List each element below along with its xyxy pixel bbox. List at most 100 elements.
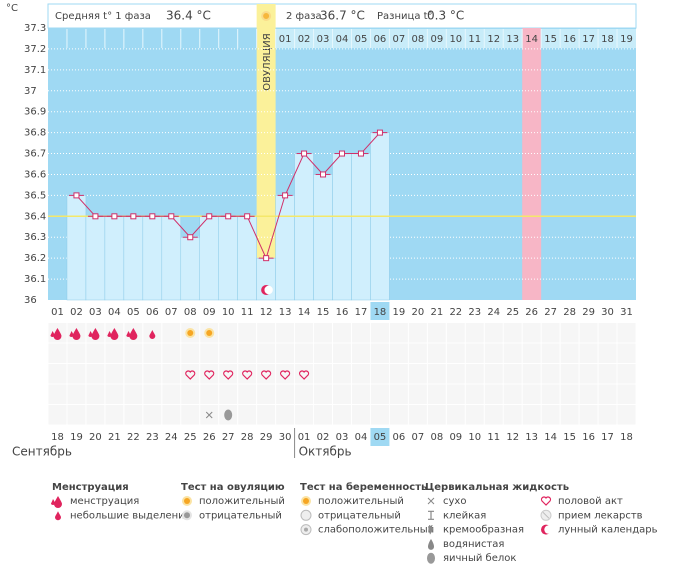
legend-item: небольшие выделения (70, 510, 191, 521)
day-label: 14 (298, 307, 311, 318)
heart-icon (280, 370, 291, 380)
temperature-point (263, 255, 270, 262)
symbol-cell (162, 343, 181, 363)
smalldrop-shape (55, 511, 61, 521)
symbol-cell (162, 364, 181, 384)
date-label: 28 (241, 432, 254, 443)
phase-day: 02 (298, 34, 311, 45)
cross-shape (205, 411, 213, 419)
weak-shape (304, 527, 308, 532)
legend-item: лунный календарь (558, 525, 658, 536)
symbol-cell (560, 364, 579, 384)
phase-day: 19 (620, 34, 633, 45)
date-label: 03 (336, 432, 349, 443)
symbol-cell (522, 343, 541, 363)
symbol-cell (257, 384, 276, 404)
symbol-cell (465, 405, 484, 425)
symbol-cell (162, 323, 181, 343)
drop-icon (50, 328, 62, 340)
heart-shape (223, 370, 234, 380)
sun-icon (301, 496, 311, 506)
phase-day: 18 (601, 34, 614, 45)
symbol-cell (257, 323, 276, 343)
day-label: 17 (355, 307, 368, 318)
symbol-cell (86, 364, 105, 384)
symbol-cell (446, 405, 465, 425)
symbol-cell (314, 405, 333, 425)
date-label: 06 (393, 432, 406, 443)
date-label: 14 (544, 432, 557, 443)
phase-day: 12 (487, 34, 500, 45)
symbol-cell (219, 343, 238, 363)
phase-day: 05 (355, 34, 368, 45)
y-tick-label: 36.7 (24, 149, 46, 160)
legend-item: половой акт (558, 496, 623, 507)
egg-icon (224, 409, 233, 421)
symbol-cell (295, 405, 314, 425)
symbol-cell (124, 405, 143, 425)
sun-shape (206, 330, 213, 336)
symbol-cell (295, 364, 314, 384)
symbol-cell (351, 343, 370, 363)
symbol-cell (276, 384, 295, 404)
symbol-cell (598, 405, 617, 425)
cream-icon (428, 525, 434, 535)
bar (85, 216, 106, 301)
egg-shape (427, 552, 435, 564)
day-label: 27 (544, 307, 557, 318)
legend-item: положительный (318, 496, 404, 507)
sun-icon (185, 328, 196, 338)
temperature-point (168, 213, 175, 220)
bar (123, 216, 144, 301)
y-tick-label: 36.1 (24, 274, 46, 285)
symbol-cell (257, 343, 276, 363)
day-label: 28 (563, 307, 576, 318)
temperature-point (187, 234, 194, 241)
cross-icon (205, 411, 213, 419)
bar (237, 216, 257, 301)
symbol-cell (48, 364, 67, 384)
symbol-cell (541, 323, 560, 343)
legend-title: Тест на овуляцию (181, 482, 285, 493)
y-tick-label: 37.1 (24, 65, 46, 76)
symbol-cell (124, 364, 143, 384)
symbol-cell (333, 364, 351, 384)
symbol-cell (333, 384, 351, 404)
day-label: 12 (260, 307, 273, 318)
symbol-cell (351, 364, 370, 384)
symbol-cell (598, 384, 617, 404)
sun-shape (184, 498, 190, 504)
date-label: 27 (222, 432, 235, 443)
symbol-cell (617, 405, 636, 425)
gray-shape (184, 512, 190, 519)
date-label: 07 (412, 432, 425, 443)
y-tick-label: 37.2 (24, 44, 46, 55)
smalldrop-icon (149, 330, 156, 339)
pill-icon (540, 509, 552, 521)
y-tick-label: 36.6 (24, 169, 46, 180)
day-label: 30 (601, 307, 614, 318)
symbol-cell (333, 323, 351, 343)
phase-day: 06 (374, 34, 387, 45)
symbol-cell (143, 405, 162, 425)
heart-icon (223, 370, 234, 380)
symbol-cell (238, 364, 257, 384)
symbol-cell (427, 323, 446, 343)
date-label: 29 (260, 432, 273, 443)
heart-shape (261, 370, 272, 380)
symbol-cell (579, 364, 598, 384)
date-label: 05 (374, 432, 387, 443)
drop-shape (110, 328, 119, 340)
legend-item: менструация (70, 496, 139, 507)
day-label: 16 (336, 307, 349, 318)
symbol-cell (276, 405, 295, 425)
temperature-point (339, 150, 345, 157)
cross-shape (427, 497, 435, 505)
drop-shape (88, 331, 93, 337)
header-box (47, 3, 637, 29)
sticky-shape (428, 510, 434, 520)
symbol-cell (333, 405, 351, 425)
symbol-cell (200, 343, 219, 363)
symbol-cell (238, 384, 257, 404)
date-label: 09 (449, 432, 462, 443)
